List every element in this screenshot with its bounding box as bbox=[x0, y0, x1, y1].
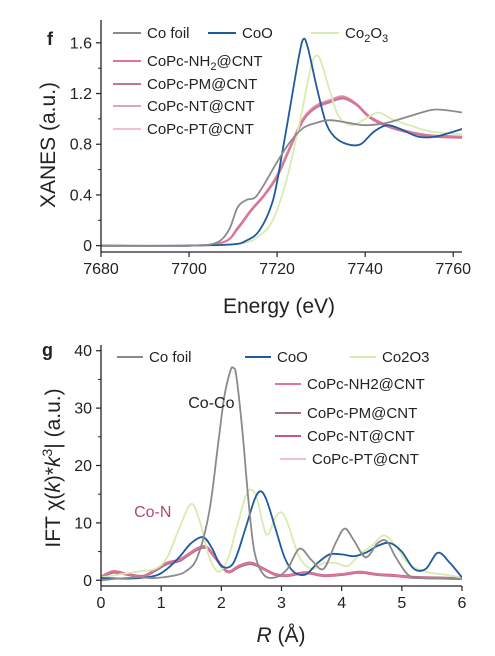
panel-f-legend: Co foil CoO Co2​O3​ CoPc-NH2​@CNT CoPc-PM@CN… bbox=[113, 25, 388, 138]
y-tick-label: 1.6 bbox=[70, 35, 92, 52]
panel-f-y-axis-title: XANES (a.u.) bbox=[37, 82, 60, 208]
series-line-copc-nh2-cnt bbox=[101, 545, 462, 580]
y-tick-label: 0 bbox=[83, 238, 92, 255]
series-line-coo bbox=[101, 37, 462, 247]
legend-label: Co2​O3​ bbox=[345, 25, 388, 45]
legend-label: CoPc-NT@CNT bbox=[307, 428, 415, 445]
legend-item-copc-nt-cnt: CoPc-NT@CNT bbox=[113, 98, 255, 115]
panel-g-x-axis-title-variable: R bbox=[257, 624, 272, 647]
legend-item-copc-nh2-cnt: CoPc-NH2@CNT bbox=[275, 376, 425, 393]
series-line-coo bbox=[101, 490, 462, 580]
legend-label: CoPc-PM@CNT bbox=[147, 76, 257, 93]
x-tick-label: 7720 bbox=[259, 261, 295, 278]
series-line-copc-pt-cnt bbox=[101, 96, 462, 247]
legend-label: Co foil bbox=[149, 349, 192, 366]
x-tick-label: 2 bbox=[217, 595, 226, 612]
panel-g-y-title-part-6: | (a.u.) bbox=[42, 388, 65, 448]
panel-g-letter: g bbox=[42, 340, 53, 360]
legend-item-coo: CoO bbox=[208, 25, 273, 42]
y-tick-label: 0.8 bbox=[70, 137, 92, 154]
series-line-copc-nh2-cnt bbox=[101, 96, 462, 247]
annotation-co-n: Co-N bbox=[134, 504, 171, 521]
x-tick-label: 7740 bbox=[347, 261, 383, 278]
x-tick-label: 7760 bbox=[435, 261, 471, 278]
x-tick-label: 0 bbox=[97, 595, 106, 612]
legend-label: CoO bbox=[242, 25, 273, 42]
annotation-co-co: Co-Co bbox=[188, 395, 234, 412]
panel-f-plot-area bbox=[101, 37, 462, 247]
x-tick-label: 5 bbox=[397, 595, 406, 612]
panel-g-y-title-part-4: k bbox=[42, 455, 65, 467]
panel-f-series-lines bbox=[101, 37, 462, 247]
panel-f-ticks: 7680 7700 7720 7740 7760 0 0.4 0.8 1.2 1.6 bbox=[70, 20, 471, 278]
legend-item-co2o3: Co2O3 bbox=[350, 349, 430, 366]
panel-g-series-lines bbox=[101, 366, 462, 582]
legend-label: Co foil bbox=[147, 25, 190, 42]
panel-f-letter: f bbox=[47, 29, 54, 49]
panel-g-ticks: 0 1 2 3 4 5 6 0 10 20 30 40 bbox=[74, 343, 466, 612]
y-tick-label: 0.4 bbox=[70, 187, 92, 204]
panel-g-x-axis-title: R (Å) bbox=[257, 624, 306, 647]
panel-g-legend: Co foil CoO Co2O3 CoPc-NH2@CNT CoPc-PM@CNT Co… bbox=[117, 349, 430, 468]
y-tick-label: 30 bbox=[74, 401, 92, 418]
legend-item-co-foil: Co foil bbox=[113, 25, 190, 42]
series-line-co-foil bbox=[101, 366, 462, 582]
legend-label: CoPc-PT@CNT bbox=[312, 451, 419, 468]
legend-item-copc-nh2-cnt: CoPc-NH2​@CNT bbox=[113, 53, 263, 73]
y-tick-label: 1.2 bbox=[70, 86, 92, 103]
series-line-co2o3 bbox=[101, 54, 462, 247]
x-tick-label: 7680 bbox=[83, 261, 119, 278]
y-tick-label: 10 bbox=[74, 515, 92, 532]
panel-g-x-axis-title-unit: (Å) bbox=[272, 624, 306, 647]
legend-label: Co2O3 bbox=[382, 349, 430, 366]
panel-f-x-axis-title: Energy (eV) bbox=[223, 295, 335, 318]
legend-label: CoPc-NT@CNT bbox=[147, 98, 255, 115]
panel-g-y-title-part-1: IFT χ( bbox=[42, 493, 65, 548]
legend-label: CoPc-PT@CNT bbox=[147, 121, 254, 138]
panel-g-y-axis-title: IFT χ(k)*k3| (a.u.) bbox=[39, 388, 65, 547]
x-tick-label: 7700 bbox=[171, 261, 207, 278]
legend-label: CoPc-NH2@CNT bbox=[307, 376, 425, 393]
legend-label: CoO bbox=[277, 349, 308, 366]
legend-item-copc-pt-cnt: CoPc-PT@CNT bbox=[280, 451, 419, 468]
legend-item-copc-pm-cnt: CoPc-PM@CNT bbox=[113, 76, 257, 93]
panel-g-plot-area bbox=[101, 366, 462, 582]
panel-g-y-title-part-3: )* bbox=[42, 467, 65, 482]
panel-f-xanes: f 7680 7700 7720 7740 7760 0 0.4 0.8 1.2 1.6 Ener… bbox=[37, 20, 471, 318]
x-tick-label: 4 bbox=[337, 595, 346, 612]
panel-g-y-title-part-5: 3 bbox=[39, 448, 55, 456]
panel-g-annotations: Co-Co Co-N bbox=[134, 395, 234, 521]
legend-label: CoPc-NH2​@CNT bbox=[147, 53, 263, 73]
y-tick-label: 40 bbox=[74, 343, 92, 360]
series-line-co-foil bbox=[101, 108, 462, 247]
x-tick-label: 1 bbox=[157, 595, 166, 612]
y-tick-label: 0 bbox=[83, 573, 92, 590]
legend-item-copc-pm-cnt: CoPc-PM@CNT bbox=[275, 405, 417, 422]
legend-item-coo: CoO bbox=[245, 349, 308, 366]
legend-item-copc-pt-cnt: CoPc-PT@CNT bbox=[113, 121, 254, 138]
series-line-co2o3 bbox=[101, 488, 462, 579]
legend-item-copc-nt-cnt: CoPc-NT@CNT bbox=[275, 428, 415, 445]
legend-label: CoPc-PM@CNT bbox=[307, 405, 417, 422]
x-tick-label: 3 bbox=[277, 595, 286, 612]
x-tick-label: 6 bbox=[458, 595, 467, 612]
legend-item-co2o3: Co2​O3​ bbox=[311, 25, 388, 45]
panel-g-y-title-part-2: k bbox=[42, 481, 65, 493]
legend-item-co-foil: Co foil bbox=[117, 349, 192, 366]
y-tick-label: 20 bbox=[74, 458, 92, 475]
series-line-copc-nt-cnt bbox=[101, 95, 462, 247]
